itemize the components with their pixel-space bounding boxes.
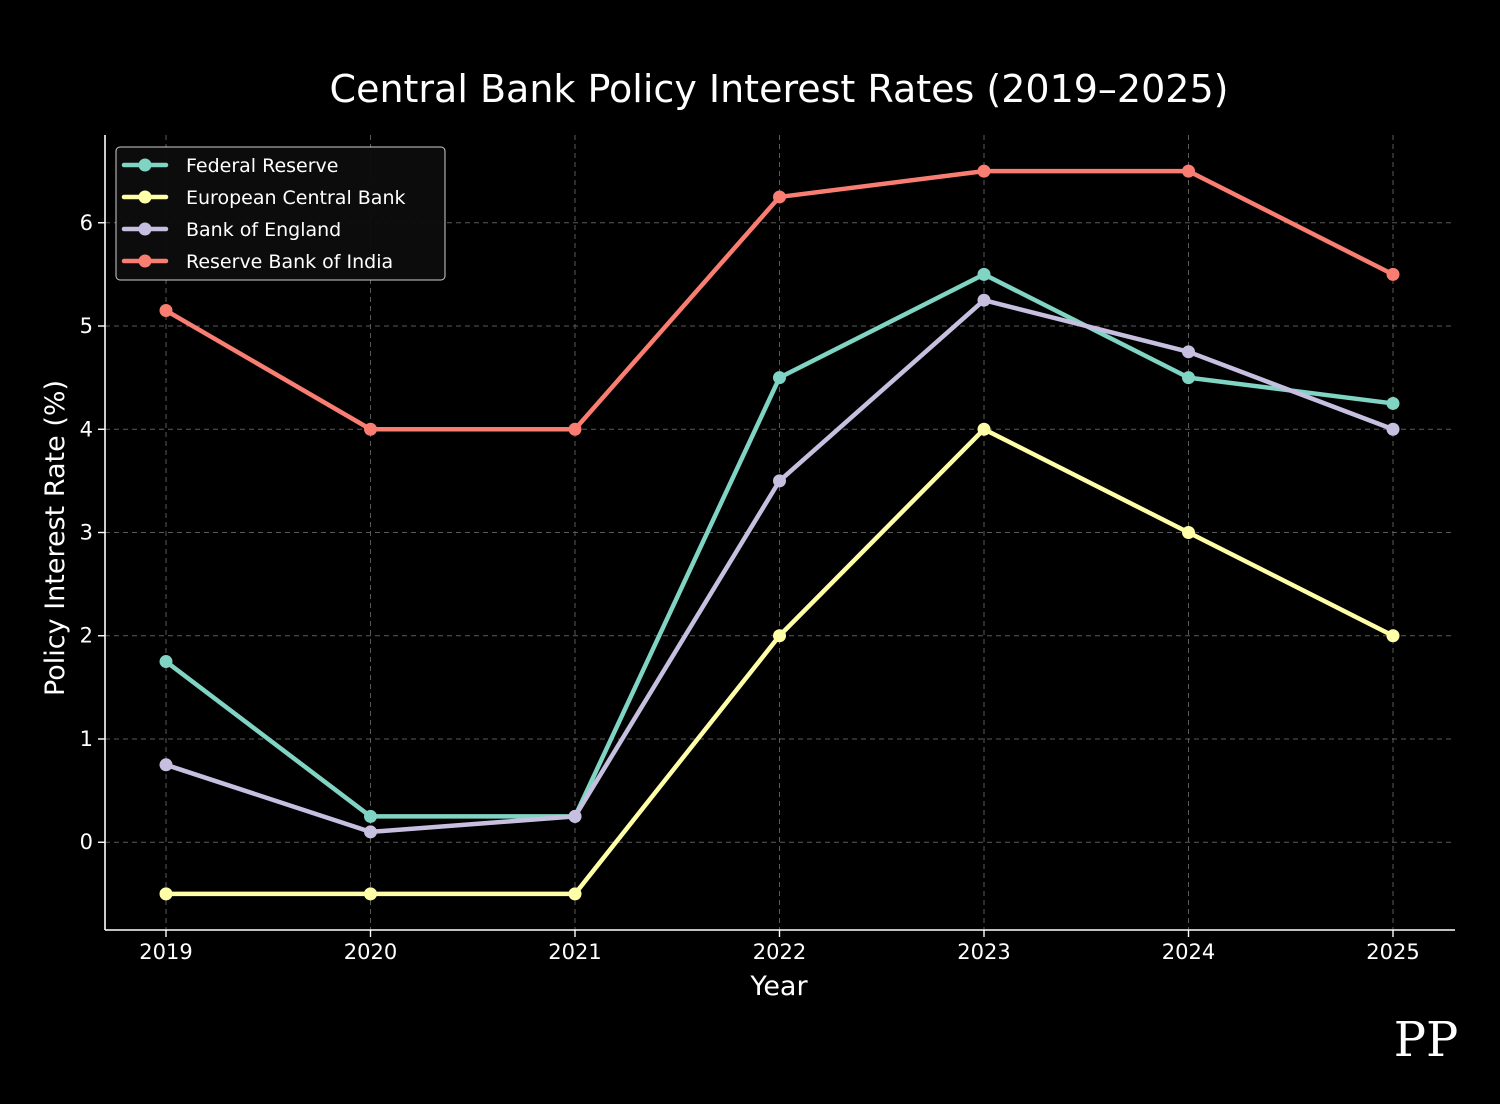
series-layer <box>159 164 1400 901</box>
y-tick-label: 1 <box>80 727 93 751</box>
legend: Federal Reserve European Central Bank Bank… <box>115 146 446 281</box>
legend-swatch-marker <box>138 254 152 268</box>
x-tick-label: 2022 <box>753 940 806 964</box>
data-point <box>364 887 377 901</box>
legend-item: Federal Reserve <box>121 155 338 177</box>
legend-box <box>115 146 446 281</box>
x-axis-label: Year <box>749 971 808 1002</box>
data-point <box>1182 526 1195 539</box>
y-tick-label: 6 <box>80 211 93 235</box>
series-reserve-bank-of-india <box>159 164 1400 436</box>
y-tick-label: 0 <box>80 830 93 854</box>
legend-swatch-marker <box>138 190 152 204</box>
legend-swatch-marker <box>138 222 152 236</box>
legend-item: Reserve Bank of India <box>121 251 393 273</box>
y-tick-label: 4 <box>80 417 93 441</box>
x-tick-label: 2025 <box>1366 940 1419 964</box>
data-point <box>977 422 991 436</box>
y-axis-ticks: 0 1 2 3 4 5 6 <box>80 211 105 854</box>
data-point <box>773 371 786 385</box>
data-point <box>773 474 786 488</box>
data-point <box>568 809 582 823</box>
data-point <box>568 887 582 901</box>
legend-swatch-marker <box>138 158 152 172</box>
y-tick-label: 2 <box>80 624 93 648</box>
y-axis-label: Policy Interest Rate (%) <box>40 380 71 696</box>
data-point <box>159 887 173 901</box>
data-point <box>1182 371 1195 385</box>
data-point <box>1386 396 1400 410</box>
legend-label: European Central Bank <box>186 187 405 209</box>
x-tick-label: 2019 <box>139 940 192 964</box>
y-tick-label: 3 <box>80 521 93 545</box>
data-point <box>977 267 991 281</box>
legend-label: Federal Reserve <box>186 155 338 177</box>
data-point <box>1386 629 1400 643</box>
data-point <box>1386 267 1400 281</box>
chart-title: Central Bank Policy Interest Rates (2019… <box>330 67 1229 111</box>
legend-item: Bank of England <box>121 219 341 241</box>
series-bank-of-england <box>159 293 1400 839</box>
data-point <box>364 422 377 436</box>
watermark-logo: PP <box>1394 1012 1459 1068</box>
data-point <box>773 190 786 204</box>
x-tick-label: 2021 <box>548 940 601 964</box>
data-point <box>977 293 991 307</box>
x-tick-label: 2024 <box>1162 940 1215 964</box>
legend-label: Bank of England <box>186 219 341 241</box>
data-point <box>159 758 173 772</box>
data-point <box>364 809 377 823</box>
data-point <box>977 164 991 178</box>
data-point <box>159 655 173 669</box>
data-point <box>568 422 582 436</box>
data-point <box>159 304 173 318</box>
x-tick-label: 2020 <box>344 940 397 964</box>
data-point <box>364 825 377 839</box>
series-european-central-bank <box>159 422 1400 901</box>
data-point <box>1182 164 1195 178</box>
data-point <box>1386 422 1400 436</box>
data-point <box>1182 345 1195 359</box>
x-axis-ticks: 2019 2020 2021 2022 2023 2024 2025 <box>139 930 1420 964</box>
legend-item: European Central Bank <box>121 187 405 209</box>
legend-label: Reserve Bank of India <box>186 251 393 273</box>
x-tick-label: 2023 <box>957 940 1010 964</box>
data-point <box>773 629 786 643</box>
y-tick-label: 5 <box>80 314 93 338</box>
